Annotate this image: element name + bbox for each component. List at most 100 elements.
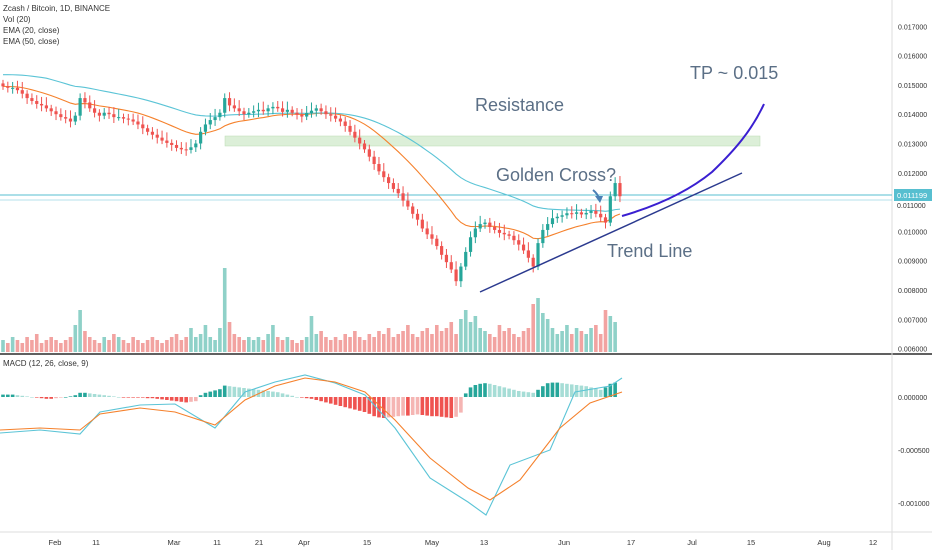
macd-histogram-bar (136, 397, 140, 398)
candle-body (314, 108, 318, 111)
volume-bar (208, 337, 213, 352)
volume-bar (304, 337, 309, 352)
macd-histogram-bar (97, 394, 102, 397)
volume-bar (454, 334, 458, 352)
volume-bar (516, 337, 521, 352)
macd-pane (0, 374, 623, 516)
candle-body (232, 105, 236, 109)
volume-bar (136, 340, 140, 352)
volume-bar (155, 340, 160, 352)
macd-histogram-bar (531, 392, 535, 397)
indicator-vol[interactable]: Vol (20) (3, 15, 31, 24)
macd-histogram-bar (169, 397, 174, 401)
volume-bar (10, 337, 15, 352)
time-axis-tick: 21 (255, 538, 263, 547)
macd-histogram-bar (372, 397, 376, 417)
candle-body (223, 98, 227, 113)
macd-histogram-bar (285, 394, 290, 397)
macd-histogram-bar (420, 397, 425, 415)
candle-body (256, 109, 261, 112)
macd-histogram-bar (425, 397, 429, 416)
macd-histogram-bar (290, 395, 294, 397)
price-axis-tick: 0.006000 (898, 347, 927, 354)
candle-body (329, 114, 333, 116)
macd-histogram-bar (343, 397, 348, 408)
trend-line[interactable] (479, 172, 743, 293)
resistance-annotation: Resistance (475, 95, 564, 115)
candle-body (488, 222, 492, 228)
candlesticks (1, 79, 622, 288)
price-axis-tick: 0.009000 (898, 259, 927, 266)
volume-bar (569, 334, 574, 352)
volume-bar (97, 343, 102, 352)
volume-bar (444, 328, 449, 352)
macd-histogram-bar (598, 389, 603, 397)
macd-histogram-bar (116, 397, 121, 398)
volume-bar (512, 334, 516, 352)
candle-body (565, 213, 569, 216)
volume-bar (150, 337, 155, 352)
macd-histogram-bar (155, 397, 160, 399)
volume-bar (430, 334, 434, 352)
volume-bar (222, 268, 227, 352)
macd-histogram-bar (555, 382, 560, 397)
volume-bar (526, 328, 531, 352)
candle-body (112, 114, 116, 118)
resistance-zone[interactable] (224, 135, 761, 147)
volume-bar (165, 340, 169, 352)
volume-bar (83, 331, 87, 352)
time-axis-tick: 15 (747, 538, 755, 547)
candle-body (136, 121, 140, 125)
volume-bar (194, 337, 198, 352)
candle-body (20, 90, 24, 94)
candle-body (88, 102, 92, 109)
macd-histogram-bar (574, 385, 579, 397)
volume-bar (324, 337, 328, 352)
candle-body (579, 212, 583, 215)
volume-bar (6, 343, 10, 352)
macd-histogram-bar (492, 385, 497, 397)
candle-body (449, 262, 453, 270)
price-axis-tick: 0.017000 (898, 24, 927, 31)
macd-histogram-bar (150, 397, 155, 399)
macd-histogram-bar (78, 392, 82, 397)
volume-bar (367, 334, 372, 352)
macd-histogram-bar (39, 397, 44, 399)
candle-body (39, 103, 44, 106)
candle-body (526, 250, 530, 258)
time-axis-tick: 11 (92, 538, 100, 547)
volume-bar (502, 331, 507, 352)
candle-body (97, 112, 101, 116)
volume-bar (285, 337, 290, 352)
volume-bar (25, 337, 29, 352)
volume-bar (391, 337, 396, 352)
indicator-ema20[interactable]: EMA (20, close) (3, 26, 60, 35)
candle-body (589, 210, 593, 213)
indicator-ema50[interactable]: EMA (50, close) (3, 37, 60, 46)
volume-bar (435, 325, 439, 352)
candle-body (218, 112, 222, 118)
candle-body (521, 244, 526, 251)
volume-bar (574, 328, 579, 352)
candle-body (531, 257, 535, 267)
macd-histogram-bar (589, 387, 593, 397)
macd-histogram-bar (415, 397, 420, 415)
symbol-title[interactable]: Zcash / Bitcoin, 1D, BINANCE (3, 4, 111, 13)
macd-histogram-bar (488, 383, 492, 397)
indicator-macd[interactable]: MACD (12, 26, close, 9) (3, 359, 89, 368)
candle-body (555, 216, 559, 219)
macd-histogram-bar (266, 391, 270, 397)
current-price-label: 0.011199 (897, 191, 927, 200)
macd-histogram-bar (63, 397, 68, 398)
candle-body (493, 227, 497, 230)
candle-body (73, 115, 77, 122)
volume-bar (492, 337, 497, 352)
macd-histogram-bar (102, 395, 107, 397)
projection-curve[interactable] (621, 103, 765, 217)
candle-body (468, 237, 473, 252)
macd-histogram-bar (473, 385, 478, 397)
candle-body (603, 217, 608, 223)
candle-body (237, 108, 241, 112)
volume-bar (608, 316, 613, 352)
candle-body (464, 251, 468, 267)
